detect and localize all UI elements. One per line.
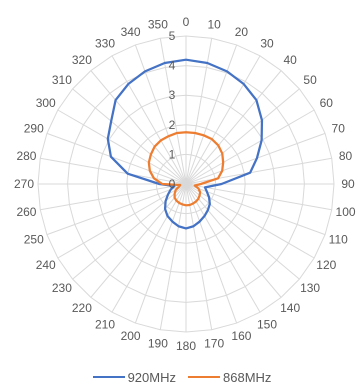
grid-spoke-320 [90,70,187,185]
radial-tick-label-3: 3 [169,88,176,102]
grid-spoke-50 [185,88,300,185]
angle-label-100: 100 [336,205,356,219]
angle-label-130: 130 [300,281,320,295]
angle-label-230: 230 [52,281,72,295]
grid-spoke-220 [90,183,187,298]
grid-spoke-30 [185,55,261,185]
angle-label-20: 20 [235,25,249,39]
angle-label-190: 190 [148,337,168,351]
grid-spoke-210 [111,183,187,313]
grid-spoke-290 [46,132,187,185]
angle-label-300: 300 [36,96,56,110]
series-line-920mhz [106,58,264,230]
angle-label-290: 290 [24,122,44,136]
angle-label-40: 40 [283,53,297,67]
legend: 920MHz 868MHz [0,367,364,387]
legend-swatch-920mhz [92,376,125,378]
grid-spoke-330 [111,55,187,185]
angle-label-180: 180 [176,339,196,353]
legend-item-868mhz: 868MHz [188,370,271,385]
angle-label-120: 120 [316,258,336,272]
grid-spoke-200 [134,183,187,324]
radial-tick-label-2: 2 [169,118,176,132]
legend-label-868mhz: 868MHz [223,369,272,385]
legend-label-920mhz: 920MHz [127,369,176,385]
grid-spoke-190 [159,183,187,330]
grid-spoke-140 [185,183,282,298]
grid-spoke-100 [185,183,332,211]
angle-label-170: 170 [204,337,224,351]
angle-label-30: 30 [260,37,274,51]
angle-label-210: 210 [95,317,115,331]
angle-label-340: 340 [121,25,141,39]
grid-spoke-40 [185,70,282,185]
angle-label-250: 250 [24,232,44,246]
legend-swatch-868mhz [188,376,220,378]
angle-label-80: 80 [339,149,353,163]
angle-label-280: 280 [16,149,36,163]
radial-tick-label-5: 5 [169,29,176,43]
angle-label-220: 220 [72,301,92,315]
angle-label-60: 60 [320,96,334,110]
grid-spoke-120 [185,183,315,259]
radial-tick-label-1: 1 [169,147,176,161]
grid-spoke-250 [46,183,187,236]
grid-spoke-280 [40,157,187,185]
grid-spoke-150 [185,183,261,313]
angle-label-240: 240 [36,258,56,272]
grid-spoke-310 [72,88,187,185]
radial-tick-label-4: 4 [169,59,176,73]
angle-label-50: 50 [303,73,317,87]
legend-item-920mhz: 920MHz [92,369,176,385]
angle-label-140: 140 [280,301,300,315]
grid-spoke-130 [185,183,300,280]
angle-label-260: 260 [16,205,36,219]
grid-spoke-300 [57,109,187,185]
grid-spoke-110 [185,183,326,236]
angle-label-10: 10 [207,17,221,31]
angle-label-200: 200 [121,329,141,343]
angle-label-350: 350 [148,17,168,31]
radial-tick-label-0: 0 [169,177,176,191]
angle-label-150: 150 [257,317,277,331]
grid-spoke-240 [57,183,187,259]
grid-spoke-20 [185,44,238,185]
angle-label-70: 70 [332,122,346,136]
angle-label-320: 320 [72,53,92,67]
angle-label-0: 0 [183,15,190,29]
grid-spoke-160 [185,183,238,324]
angle-label-110: 110 [329,232,348,246]
grid-spoke-340 [134,44,187,185]
angle-label-270: 270 [14,177,34,191]
series-line-868mhz [147,131,225,207]
angle-label-310: 310 [52,73,72,87]
grid-spoke-60 [185,109,315,185]
angle-label-330: 330 [95,37,115,51]
grid-spoke-260 [40,183,187,211]
angle-label-160: 160 [231,329,251,343]
angle-label-90: 90 [341,177,355,191]
grid-spoke-170 [185,183,213,330]
